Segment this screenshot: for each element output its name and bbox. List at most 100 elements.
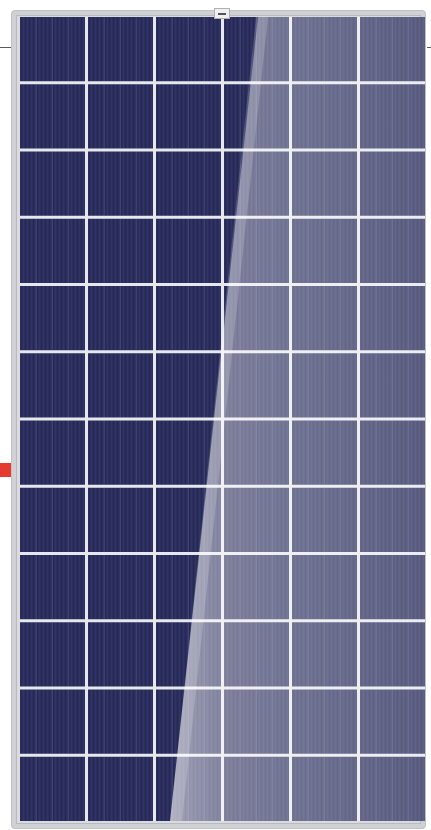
cell-busbar	[52, 420, 53, 485]
cell-busbar	[68, 84, 70, 149]
cell-busbar	[204, 420, 206, 485]
cell-busbar	[120, 420, 121, 485]
cell-busbar	[120, 756, 121, 821]
cell-busbar	[136, 756, 138, 821]
red-edge-marker	[0, 463, 13, 477]
cell-busbar	[103, 689, 105, 754]
cell-busbar	[188, 17, 189, 82]
glare-streak	[170, 17, 425, 821]
cell-busbar	[35, 555, 37, 620]
cell-busbar	[136, 151, 138, 216]
cell-busbar	[52, 218, 53, 283]
cell-busbar	[35, 622, 37, 687]
cell-busbar	[103, 151, 105, 216]
cell-busbar	[52, 353, 53, 418]
cell-busbar	[136, 17, 138, 82]
cell-busbar	[188, 555, 189, 620]
cell-busbar	[171, 487, 173, 552]
junction-box-label	[214, 8, 230, 19]
cell-busbar	[120, 622, 121, 687]
cell-busbar	[136, 353, 138, 418]
cell-busbar	[52, 151, 53, 216]
cell-busbar	[68, 487, 70, 552]
cell-busbar	[103, 756, 105, 821]
cell-busbar	[120, 151, 121, 216]
cell-busbar	[204, 151, 206, 216]
cell-busbar	[239, 84, 241, 149]
cell-busbar	[188, 420, 189, 485]
cell-busbar	[68, 17, 70, 82]
cell-busbar	[35, 420, 37, 485]
cell-busbar	[204, 218, 206, 283]
cell-busbar	[204, 286, 206, 351]
cell-busbar	[136, 622, 138, 687]
cell-busbar	[188, 487, 189, 552]
cell-busbar	[52, 555, 53, 620]
cell-busbar	[68, 151, 70, 216]
cell-busbar	[68, 218, 70, 283]
cell-busbar	[35, 218, 37, 283]
cell-busbar	[35, 689, 37, 754]
cell-busbar	[171, 689, 173, 754]
left-edge-line	[0, 47, 12, 48]
cell-busbar	[171, 84, 173, 149]
cell-busbar	[35, 17, 37, 82]
cell-busbar	[103, 622, 105, 687]
cell-busbar	[68, 555, 70, 620]
cell-busbar	[204, 17, 206, 82]
cell-busbar	[171, 17, 173, 82]
cell-busbar	[136, 487, 138, 552]
cell-busbar	[120, 487, 121, 552]
cell-busbar	[136, 420, 138, 485]
cell-busbar	[204, 84, 206, 149]
cell-busbar	[68, 353, 70, 418]
cell-busbar	[35, 756, 37, 821]
cell-busbar	[188, 218, 189, 283]
glare-edge-highlight	[170, 17, 268, 821]
cell-busbar	[35, 84, 37, 149]
cell-busbar	[103, 286, 105, 351]
cell-busbar	[120, 353, 121, 418]
cell-busbar	[136, 218, 138, 283]
cell-busbar	[103, 218, 105, 283]
cell-busbar	[52, 689, 53, 754]
cell-busbar	[68, 420, 70, 485]
cell-busbar	[136, 286, 138, 351]
cell-busbar	[103, 420, 105, 485]
cell-busbar	[171, 286, 173, 351]
cell-busbar	[52, 622, 53, 687]
cell-busbar	[120, 17, 121, 82]
cell-busbar	[171, 218, 173, 283]
cell-busbar	[171, 622, 173, 687]
cell-busbar	[35, 487, 37, 552]
cell-busbar	[68, 622, 70, 687]
cell-busbar	[204, 353, 206, 418]
cell-busbar	[171, 756, 173, 821]
cell-busbar	[136, 689, 138, 754]
cell-busbar	[103, 353, 105, 418]
cell-busbar	[188, 84, 189, 149]
cell-busbar	[68, 286, 70, 351]
cell-busbar	[120, 84, 121, 149]
cell-busbar	[136, 555, 138, 620]
cell-busbar	[120, 555, 121, 620]
cell-busbar	[35, 286, 37, 351]
cell-busbar	[239, 17, 241, 82]
cell-busbar	[171, 353, 173, 418]
cell-busbar	[52, 84, 53, 149]
cell-busbar	[52, 756, 53, 821]
cell-busbar	[52, 286, 53, 351]
cell-busbar	[35, 353, 37, 418]
cell-busbar	[171, 555, 173, 620]
cell-busbar	[35, 151, 37, 216]
cell-busbar	[136, 84, 138, 149]
cell-busbar	[188, 353, 189, 418]
cell-busbar	[120, 286, 121, 351]
cell-busbar	[52, 487, 53, 552]
cell-busbar	[103, 487, 105, 552]
solar-panel-cells	[20, 17, 425, 821]
cell-busbar	[188, 151, 189, 216]
cell-busbar	[52, 17, 53, 82]
cell-busbar	[103, 17, 105, 82]
cell-busbar	[171, 151, 173, 216]
